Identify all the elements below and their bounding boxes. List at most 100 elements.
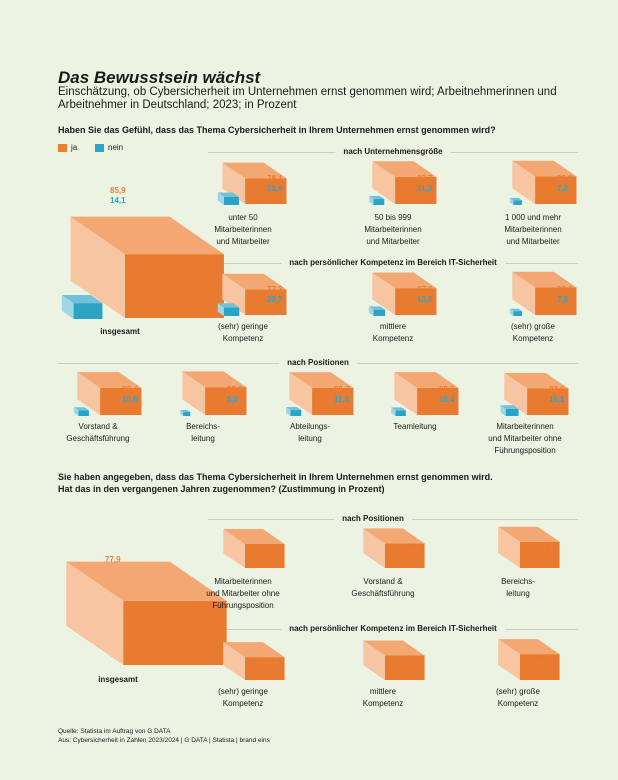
g1-item0-box-nein-top — [217, 303, 240, 308]
c2-g0-item0-value-ja: 73,0 — [263, 546, 279, 555]
chart-subtitle: Einschätzung, ob Cybersicherheit im Unte… — [58, 86, 557, 111]
total-1-box-nein-top — [61, 295, 103, 304]
c2-g1-item2-label: (sehr) große Kompetenz — [495, 687, 540, 708]
c2-g1-item1-box-ja-top — [363, 640, 425, 656]
c2-g1-item2-box-ja-top — [498, 639, 560, 655]
total-1-label: insgesamt — [100, 327, 140, 336]
g0-item0-values-ja: 78,1 — [267, 174, 283, 183]
g2-item0-box-nein-top — [74, 407, 89, 411]
g1-item1-box-nein-side — [368, 306, 374, 316]
g1-item0-values-nein: 22,7 — [267, 295, 283, 304]
g1-item1-box-nein-top — [368, 306, 386, 310]
total-2-box-ja-top — [66, 561, 227, 601]
g0-item1-box-nein-front — [373, 199, 385, 205]
g0-item1-box-ja-side — [372, 161, 396, 204]
legend-swatch-nein — [95, 143, 104, 152]
c2-g1-item1-value: 77,2 — [403, 658, 419, 668]
g0-item2-label: 1 000 und mehr Mitarbeiterinnen und Mita… — [504, 213, 562, 246]
g0-item2-box-nein-side — [509, 197, 514, 205]
g1-item2-box-ja-front — [535, 287, 577, 315]
g2-item3-values-nein: 10,4 — [439, 395, 455, 404]
g2-item2-box-ja-front — [312, 387, 354, 415]
g2-item1-values-ja: 95,0 — [227, 385, 243, 394]
g1-item0-box-nein-side — [217, 303, 224, 316]
total-2-box-ja-front — [123, 600, 227, 665]
g2-item3-box-nein-top — [391, 407, 406, 411]
g0-item1-box-ja-front — [395, 176, 437, 204]
g0-item1-box-ja-top — [372, 161, 437, 177]
g0-item0-box-nein-front — [223, 196, 239, 205]
g0-item2-box-ja-top — [512, 160, 577, 177]
c2-g0-item0-value: 73,0 — [263, 546, 279, 556]
g2-item1-box-nein-top — [180, 410, 191, 413]
g2-item1-box-ja-side — [182, 371, 206, 415]
g2-item3-box-ja-front — [417, 387, 459, 415]
g0-item2-box-ja-side — [512, 160, 536, 204]
g2-item4-label: Mitarbeiterinnen und Mitarbeiter ohne Fü… — [488, 422, 562, 455]
g2-item2-box-ja-side — [289, 372, 313, 415]
g1-item0-label: (sehr) geringe Kompetenz — [218, 322, 268, 343]
g1-item2-values: 92,6 7,5 — [557, 285, 573, 305]
g2-item3-box-ja-top — [394, 372, 459, 388]
g0-item0-box-ja-top — [222, 162, 287, 179]
c2-g1-item2-box-ja-front — [519, 654, 560, 680]
c2-g0-item2-label: Bereichs- leitung — [501, 577, 535, 598]
g2-item2-box-nein-top — [286, 407, 302, 411]
legend-label-ja: ja — [71, 143, 78, 152]
total-1-box-ja-side — [70, 216, 125, 318]
g0-item2-box-ja-front — [535, 176, 577, 204]
total-2-box-ja-side — [66, 561, 124, 665]
g1-item2-box-ja-side — [512, 271, 536, 315]
g1-item0-values: 77,3 22,7 — [267, 285, 283, 305]
g2-item4-box-nein-top — [500, 405, 519, 409]
g1-item1-box-ja-side — [372, 272, 396, 315]
g0-item1-label: 50 bis 999 Mitarbeiterinnen und Mitarbei… — [364, 213, 422, 246]
g0-item1-box-nein-side — [369, 196, 374, 205]
g0-item2-values-ja: 92,8 — [557, 174, 573, 183]
g1-item1-label: mittlere Kompetenz — [372, 322, 414, 343]
g1-item0-box-ja-front — [245, 289, 287, 315]
g2-item0-values: 89,4 10,6 — [122, 385, 138, 405]
g1-item2-box-nein-side — [509, 308, 514, 316]
g2-item2-box-nein-front — [290, 410, 302, 416]
c2-g0-item1-value: 78,4 — [403, 546, 419, 556]
g1-item1-box-nein-front — [373, 309, 386, 316]
g2-item4-values: 83,9 16,1 — [549, 385, 565, 405]
g1-item1-values-ja: 87,0 — [417, 285, 433, 294]
c2-g0-item1-value-ja: 78,4 — [403, 546, 419, 555]
g2-item4-box-ja-front — [527, 388, 569, 415]
c2-g0-item1-box-ja-side — [363, 528, 385, 568]
g2-item4-box-ja-top — [504, 372, 569, 389]
question-1: Haben Sie das Gefühl, dass das Thema Cyb… — [58, 125, 496, 135]
section-header-kompetenz: nach persönlicher Kompetenz im Bereich I… — [281, 258, 505, 267]
legend-nein: nein — [95, 143, 123, 152]
g0-item2-box-nein-front — [513, 200, 522, 205]
c2-g0-item0-label: Mitarbeiterinnen und Mitarbeiter ohne Fü… — [206, 577, 280, 610]
g0-item2-box-nein-top — [509, 197, 522, 201]
g1-item1-values: 87,0 13,0 — [417, 285, 433, 305]
total-1-box-nein-front — [73, 303, 103, 319]
chart-title: Das Bewusstsein wächst — [58, 68, 261, 87]
g1-item1-box-ja-front — [395, 288, 437, 315]
c2-g1-item0-value-ja: 64,5 — [263, 658, 279, 667]
g2-item4-values-ja: 83,9 — [549, 385, 565, 394]
footer-from: Aus: Cybersicherheit in Zahlen 2023/2024… — [58, 737, 270, 744]
g2-item3-box-ja-side — [394, 372, 418, 415]
c2-g0-item2-box-ja-front — [519, 541, 560, 568]
g2-item0-box-ja-front — [100, 387, 142, 415]
g1-item2-values-ja: 92,6 — [557, 285, 573, 294]
c2-g1-item0-box-ja-top — [223, 642, 285, 658]
total-1-values-ja: 85,9 — [110, 186, 126, 195]
g2-item4-values-nein: 16,1 — [549, 395, 565, 404]
c2-g1-item0-value: 64,5 — [263, 658, 279, 668]
g2-item0-box-nein-side — [74, 407, 79, 416]
footer: Quelle: Statista im Auftrag von G DATA A… — [58, 727, 270, 745]
total-1-box-ja-top — [70, 216, 224, 255]
g1-item2-box-ja-top — [512, 271, 577, 288]
g2-item2-label: Abteilungs- leitung — [289, 422, 331, 443]
g2-item3-box-nein-side — [391, 407, 396, 416]
g2-item1-box-ja-top — [182, 371, 247, 388]
g0-item1-values: 88,7 11,3 — [417, 174, 433, 194]
g0-item1-values-nein: 11,3 — [417, 184, 433, 193]
